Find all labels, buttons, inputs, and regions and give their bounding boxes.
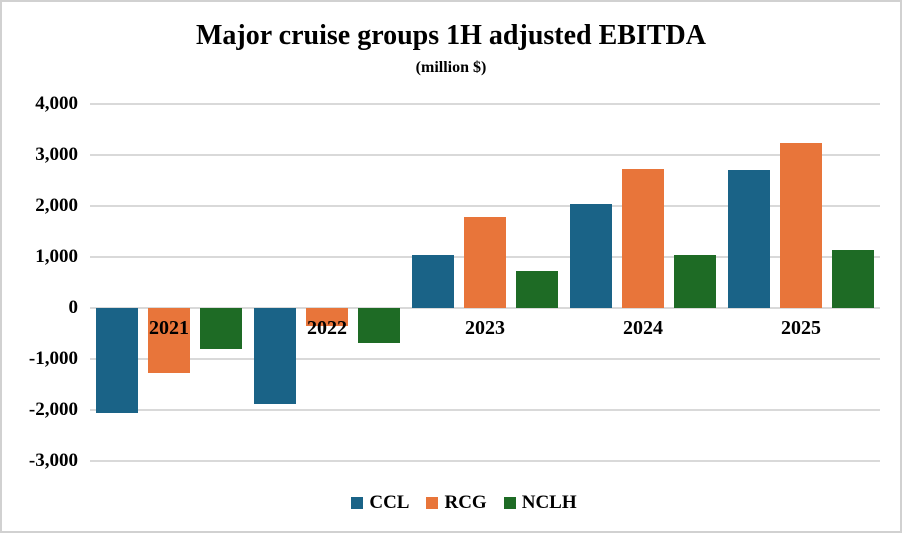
- y-axis-tick-label: 4,000: [35, 93, 78, 114]
- y-axis-tick-label: 0: [68, 297, 79, 318]
- legend: CCL RCG NCLH: [2, 492, 900, 514]
- gridline: [90, 103, 880, 105]
- bar-nclh-2021: [200, 308, 242, 349]
- y-axis-tick-label: 1,000: [35, 246, 78, 267]
- gridline: [90, 358, 880, 360]
- y-axis-tick-label: 3,000: [35, 144, 78, 165]
- y-axis-tick-label: -1,000: [28, 348, 78, 369]
- bar-ccl-2025: [728, 170, 770, 308]
- bar-nclh-2024: [674, 254, 716, 308]
- zero-gridline: [90, 307, 880, 309]
- bar-rcg-2023: [464, 217, 506, 308]
- legend-label-nclh: NCLH: [521, 492, 577, 513]
- legend-item-nclh: NCLH: [503, 492, 577, 514]
- chart-title: Major cruise groups 1H adjusted EBITDA: [195, 20, 706, 51]
- bar-ccl-2021: [96, 308, 138, 413]
- bar-rcg-2024: [622, 169, 664, 308]
- bar-nclh-2025: [832, 250, 874, 308]
- gridline: [90, 154, 880, 156]
- bar-nclh-2022: [358, 308, 400, 343]
- bar-nclh-2023: [516, 270, 558, 308]
- legend-item-rcg: RCG: [426, 492, 487, 514]
- x-axis-label-2025: 2025: [781, 317, 821, 339]
- x-axis-label-2021: 2021: [149, 317, 189, 339]
- y-axis-tick-label: 2,000: [35, 195, 78, 216]
- chart-subtitle: (million $): [415, 59, 487, 76]
- nclh-swatch-icon: [503, 497, 516, 509]
- ccl-swatch-icon: [351, 497, 364, 509]
- plot-area: -3,000 -2,000 -1,000 0 1,000 2,000 3,000 4,000 2…: [29, 93, 880, 471]
- gridline: [90, 205, 880, 207]
- bar-ccl-2022: [254, 308, 296, 404]
- bar-ccl-2024: [570, 203, 612, 308]
- gridline: [90, 460, 880, 462]
- y-axis-tick-label: -2,000: [28, 399, 78, 420]
- bar-rcg-2021: [148, 308, 190, 373]
- legend-label-ccl: CCL: [369, 492, 410, 513]
- legend-label-rcg: RCG: [444, 492, 487, 513]
- legend-item-ccl: CCL: [351, 492, 409, 514]
- bar-ccl-2023: [412, 254, 454, 308]
- bar-rcg-2025: [780, 143, 822, 308]
- gridline: [90, 409, 880, 411]
- x-axis-label-2022: 2022: [307, 317, 347, 339]
- bar-rcg-2022: [306, 308, 348, 326]
- x-axis-label-2023: 2023: [465, 317, 505, 339]
- rcg-swatch-icon: [426, 497, 439, 509]
- y-axis-tick-label: -3,000: [28, 450, 78, 471]
- x-axis-label-2024: 2024: [623, 317, 663, 339]
